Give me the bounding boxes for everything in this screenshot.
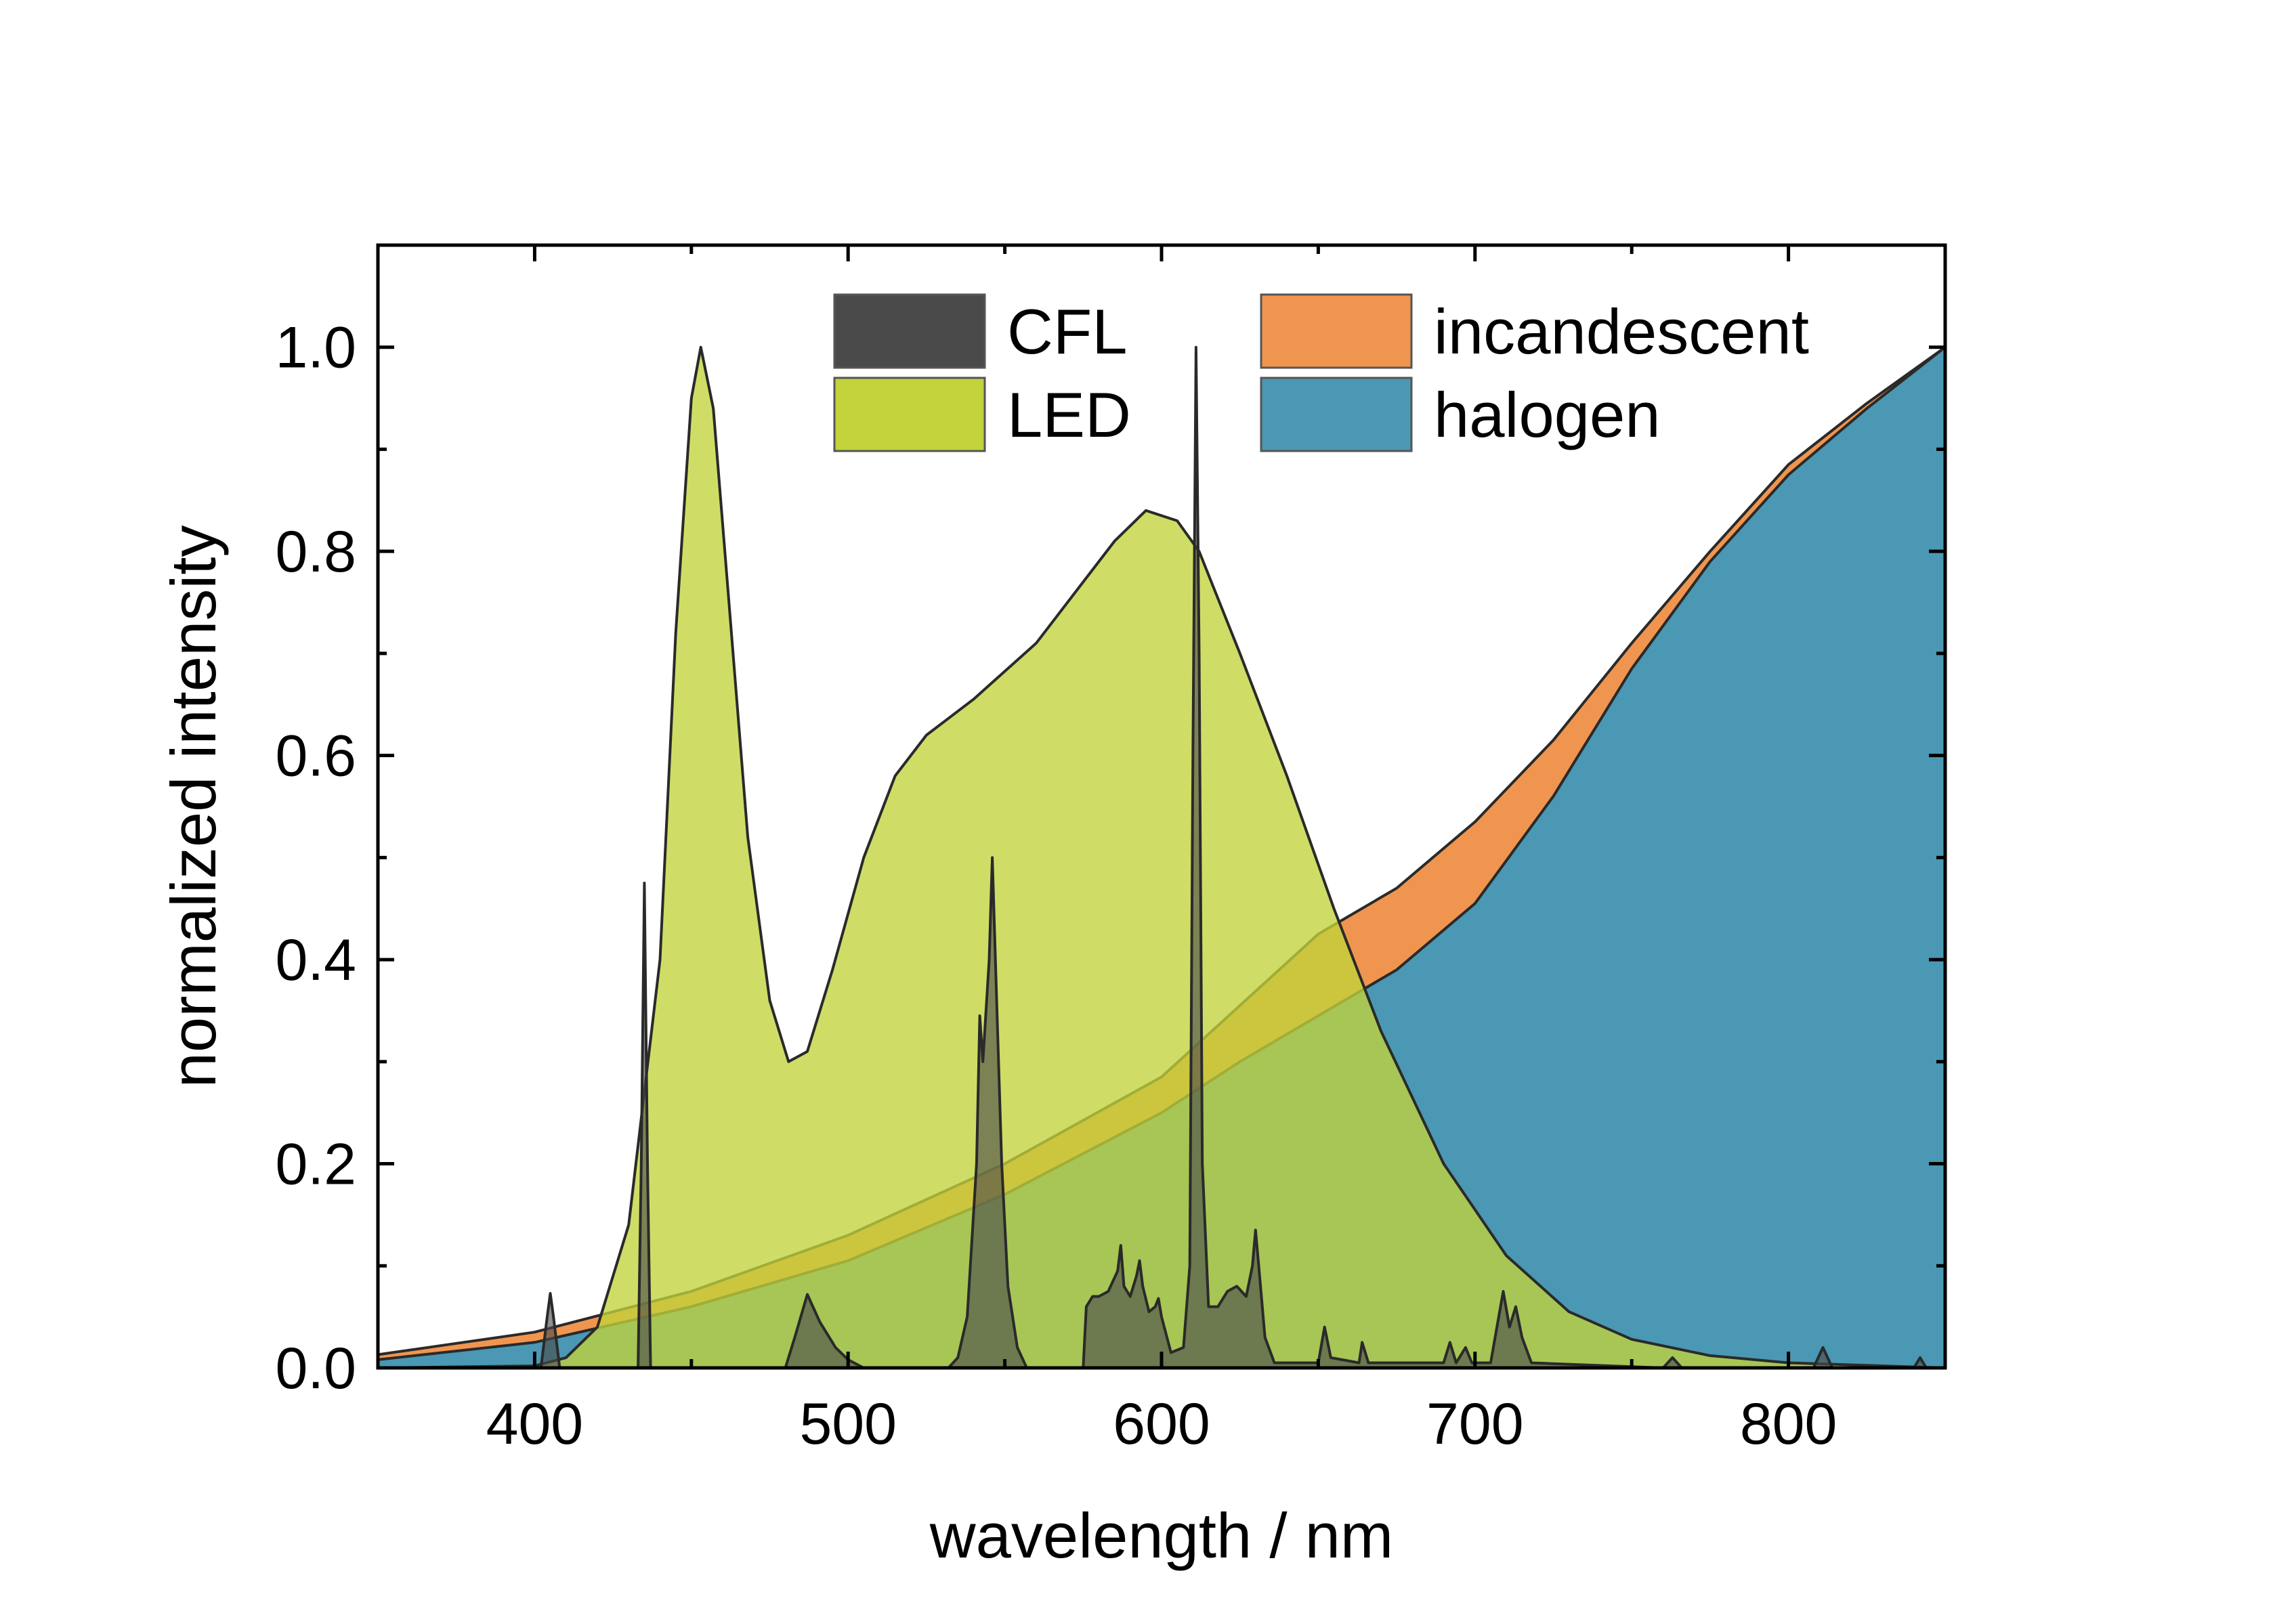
y-tick-label: 0.4 — [275, 928, 356, 993]
y-axis-title: normalized intensity — [158, 525, 229, 1088]
x-axis: 400 500 600 700 800 — [376, 245, 1947, 1457]
legend-swatch-cfl — [833, 293, 986, 369]
series-layer — [378, 345, 1945, 1368]
x-tick-label: 400 — [486, 1392, 584, 1457]
legend-swatch-halogen — [1260, 377, 1413, 452]
legend-swatch-incandescent — [1260, 293, 1413, 369]
legend-swatch-led — [833, 377, 986, 452]
y-axis: 0.0 0.2 0.4 0.6 0.8 1.0 — [275, 316, 1945, 1401]
x-tick-label: 800 — [1740, 1392, 1837, 1457]
y-tick-label: 0.2 — [275, 1132, 356, 1197]
legend-label-led: LED — [1007, 379, 1131, 450]
legend-label-cfl: CFL — [1007, 296, 1128, 367]
legend: CFL incandescent LED halogen — [833, 293, 1809, 452]
x-tick-label: 500 — [799, 1392, 897, 1457]
series-area-cfl — [378, 345, 1945, 1368]
series-area-led — [378, 345, 1945, 1368]
x-axis-title: wavelength / nm — [929, 1500, 1393, 1571]
x-tick-label: 600 — [1113, 1392, 1210, 1457]
y-tick-label: 1.0 — [275, 316, 356, 381]
legend-label-incandescent: incandescent — [1434, 296, 1809, 367]
y-tick-label: 0.6 — [275, 724, 356, 789]
y-tick-label: 0.0 — [275, 1336, 356, 1401]
x-tick-label: 700 — [1426, 1392, 1524, 1457]
y-tick-label: 0.8 — [275, 519, 356, 584]
legend-label-halogen: halogen — [1434, 379, 1661, 450]
